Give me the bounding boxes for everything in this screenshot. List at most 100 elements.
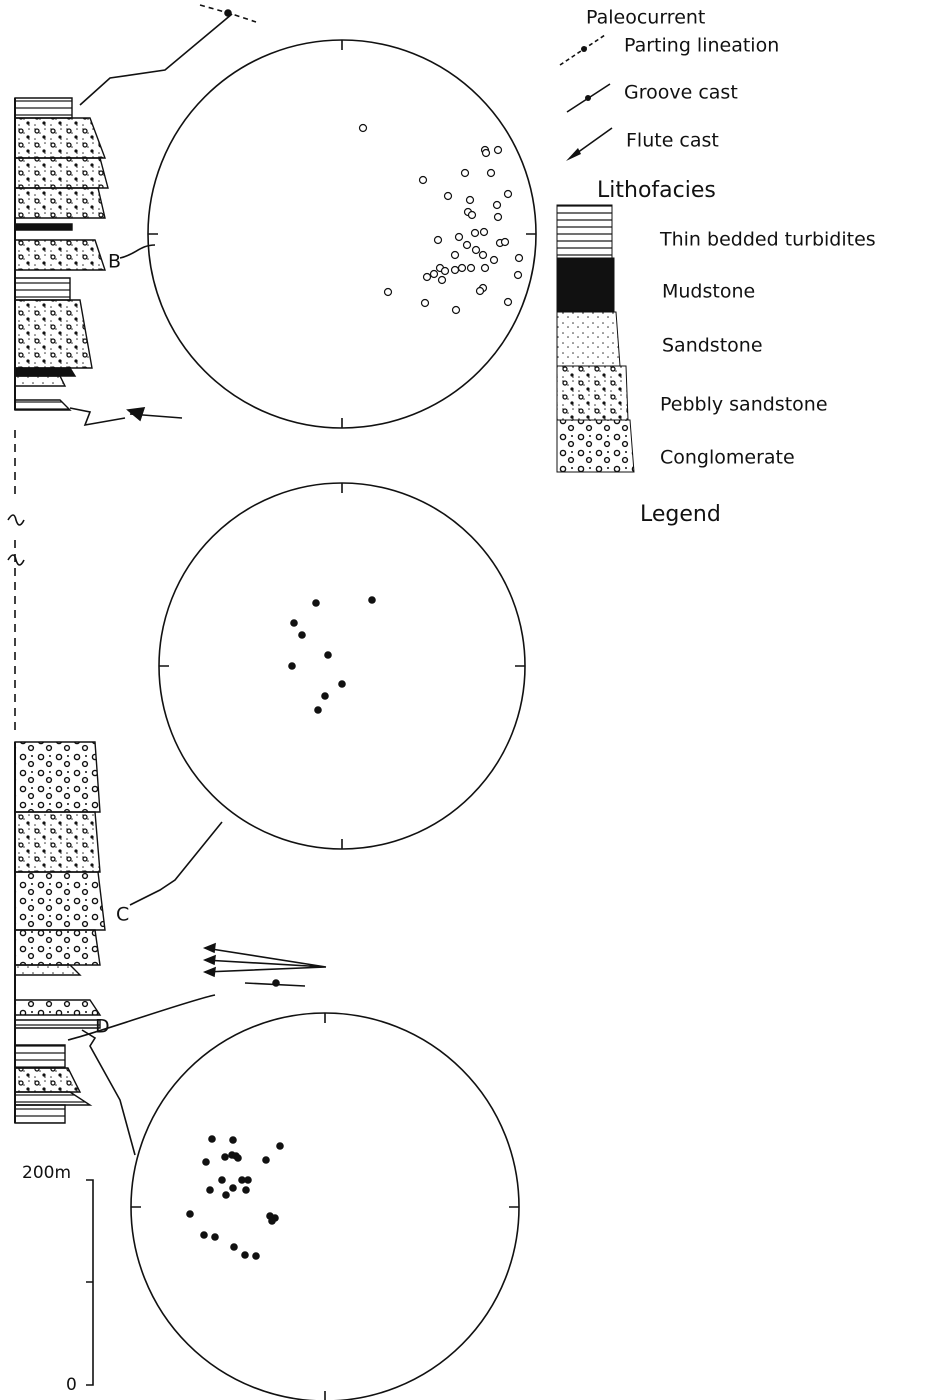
pole (208, 1135, 216, 1143)
pole (200, 1231, 208, 1239)
swatch (556, 257, 615, 313)
pole (241, 1251, 249, 1259)
pole (500, 237, 510, 247)
symbol (585, 95, 591, 101)
bed (14, 1067, 82, 1093)
pole (475, 286, 485, 296)
pole (471, 245, 481, 255)
stereonet (130, 1012, 520, 1400)
pole (493, 212, 503, 222)
bed (14, 157, 109, 189)
pole (244, 1176, 252, 1184)
pole (465, 195, 475, 205)
section-label: C (116, 904, 129, 926)
pole (503, 297, 513, 307)
connectors (7, 4, 327, 1156)
bed (14, 299, 93, 369)
pole (433, 235, 443, 245)
net-ticks (148, 40, 536, 428)
pole (420, 298, 430, 308)
pole (503, 189, 513, 199)
pole (451, 305, 461, 315)
legend-title: Lithofacies (597, 178, 716, 203)
pole (321, 692, 329, 700)
bed (14, 964, 82, 976)
symbol (566, 148, 581, 161)
swatch (556, 419, 635, 473)
bed (14, 1044, 66, 1069)
stratigraphic-column (14, 97, 109, 1124)
legend-item: Pebbly sandstone (660, 394, 828, 416)
bed (14, 399, 72, 411)
bed (14, 117, 107, 159)
pole (290, 619, 298, 627)
bed (14, 741, 101, 813)
pole (492, 200, 502, 210)
pole (481, 148, 491, 158)
pole (457, 263, 467, 273)
pole (440, 266, 450, 276)
pole (276, 1142, 284, 1150)
bed (14, 811, 101, 873)
symbol (581, 46, 587, 52)
legend-item: Groove cast (624, 82, 738, 104)
pole (489, 255, 499, 265)
pole (252, 1252, 260, 1260)
pole (229, 1184, 237, 1192)
swatch (556, 365, 629, 421)
bed (14, 375, 67, 387)
pole (314, 706, 322, 714)
pole (422, 272, 432, 282)
pole (418, 175, 428, 185)
pole (242, 1186, 250, 1194)
legend-item: Flute cast (626, 130, 719, 152)
symbol (559, 34, 606, 66)
scale-label: 0 (66, 1375, 77, 1395)
pole (466, 263, 476, 273)
pole (470, 228, 480, 238)
legend-item: Parting lineation (624, 35, 779, 57)
legend-item: Sandstone (662, 335, 763, 357)
pole (514, 253, 524, 263)
stereonet (158, 482, 526, 850)
pole (268, 1217, 276, 1225)
pole (324, 651, 332, 659)
net-ticks (159, 483, 525, 849)
pole (478, 250, 488, 260)
pole (368, 596, 376, 604)
bed (14, 97, 73, 119)
bed (14, 999, 102, 1016)
pole (450, 265, 460, 275)
swatch (556, 311, 621, 367)
section-label: B (108, 251, 121, 273)
legend-item: Conglomerate (660, 447, 795, 469)
pole (222, 1191, 230, 1199)
swatch (556, 204, 613, 259)
net-ticks (131, 1013, 519, 1400)
stereonets (130, 39, 537, 1400)
pole (298, 631, 306, 639)
pole (383, 287, 393, 297)
pole (221, 1153, 229, 1161)
pole (229, 1136, 237, 1144)
pole (493, 145, 503, 155)
paleocurrent-legend: Paleocurrent Parting lineation Groove ca… (559, 7, 779, 161)
bed (14, 1104, 66, 1124)
lithofacies-legend: Lithofacies Thin bedded turbidites Mudst… (556, 178, 876, 527)
legend-title: Paleocurrent (586, 7, 705, 29)
pole (358, 123, 368, 133)
pole (443, 191, 453, 201)
legend-item: Thin bedded turbidites (659, 229, 876, 251)
pole (486, 168, 496, 178)
pole (479, 227, 489, 237)
pole (467, 210, 477, 220)
bed (14, 223, 73, 231)
legend-caption: Legend (640, 502, 721, 527)
pole (480, 263, 490, 273)
bed (14, 1091, 93, 1106)
bed (14, 367, 77, 377)
scale-bar: 200m 0 (22, 1163, 94, 1395)
pole (234, 1154, 242, 1162)
bed (14, 871, 106, 931)
